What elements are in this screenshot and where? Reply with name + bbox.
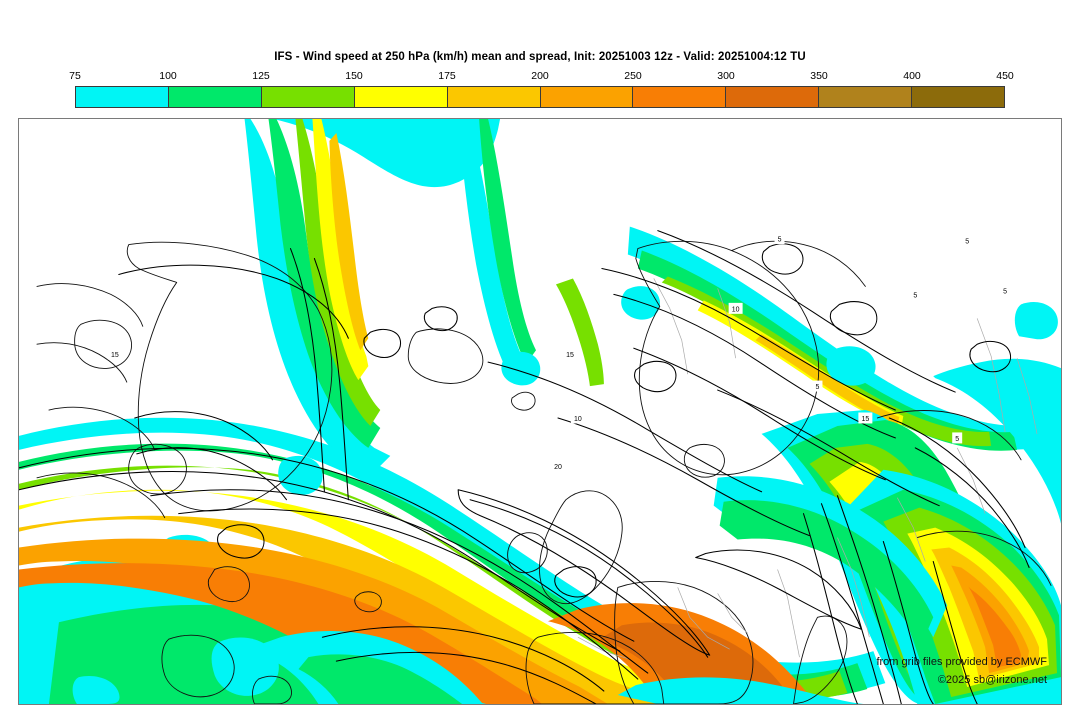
colorbar-segment-125-150 [261, 87, 355, 107]
colorbar-segment-175-200 [447, 87, 541, 107]
contour-label-15: 15 [566, 352, 574, 359]
spread-contours [19, 230, 1030, 704]
contour-label-5: 5 [778, 237, 782, 244]
fill-band-75 [458, 119, 529, 385]
colorbar-segment-100-125 [168, 87, 262, 107]
colorbar-tick-300: 300 [717, 70, 735, 82]
fill-band-75 [933, 358, 1061, 524]
windspeed-filled-contours [19, 119, 1061, 704]
map-frame[interactable]: 15 15 5 5 5 [18, 118, 1062, 705]
fill-band-100 [268, 119, 381, 448]
colorbar-segment-200-250 [540, 87, 634, 107]
contour-value-labels: 15 15 5 5 5 [107, 233, 1011, 472]
colorbar-segment-350-400 [819, 87, 913, 107]
coastlines [36, 240, 1052, 704]
weather-map-svg[interactable]: 15 15 5 5 5 [19, 119, 1061, 704]
colorbar-segment-250-300 [633, 87, 727, 107]
contour-label-5: 5 [955, 436, 959, 443]
colorbar-tick-175: 175 [438, 70, 456, 82]
fill-band-150 [19, 489, 734, 704]
colorbar-tick-400: 400 [903, 70, 921, 82]
fill-band-125 [661, 276, 992, 447]
colorbar-tick-125: 125 [252, 70, 270, 82]
contour-label-15: 15 [111, 352, 119, 359]
fill-band-250 [968, 586, 1022, 668]
fill-band-75 [273, 119, 501, 188]
fill-band-75 [501, 351, 541, 386]
fill-band-75 [617, 677, 864, 704]
fill-band-175 [755, 334, 900, 426]
colorbar-tick-labels: 75 100 125 150 175 200 250 300 350 400 450 [69, 70, 1014, 86]
fill-band-100 [637, 250, 1018, 451]
colorbar-tick-250: 250 [624, 70, 642, 82]
colorbar-tick-150: 150 [345, 70, 363, 82]
chart-title: IFS - Wind speed at 250 hPa (km/h) mean … [274, 51, 806, 63]
fill-band-75 [627, 226, 1038, 450]
colorbar-segment-150-175 [354, 87, 448, 107]
fill-band-75 [72, 675, 120, 704]
contour-label-5: 5 [1003, 288, 1007, 295]
colorbar-tick-75: 75 [69, 70, 81, 82]
fill-band-100 [719, 500, 934, 646]
colorbar-segment-400-450 [912, 87, 1005, 107]
contour-label-10: 10 [732, 306, 740, 313]
country-borders [577, 278, 1038, 660]
fill-band-75 [621, 286, 661, 320]
fill-band-75 [19, 417, 886, 696]
colorbar-tick-350: 350 [810, 70, 828, 82]
fill-band-75 [1014, 302, 1058, 340]
colorbar-gradient [75, 86, 1005, 108]
contour-label-15: 15 [861, 416, 869, 423]
fill-band-125 [295, 119, 381, 426]
colorbar-tick-450: 450 [996, 70, 1014, 82]
fill-band-125 [555, 278, 604, 387]
contour-label-10: 10 [574, 416, 582, 423]
colorbar-segment-300-350 [726, 87, 820, 107]
colorbar-segment-75-100 [76, 87, 169, 107]
fill-band-175 [329, 132, 369, 351]
contour-label-5: 5 [965, 239, 969, 246]
contour-label-20: 20 [554, 464, 562, 471]
fill-band-75 [826, 346, 876, 386]
colorbar-tick-100: 100 [159, 70, 177, 82]
fill-band-100 [479, 119, 537, 365]
colorbar: 75 100 125 150 175 200 250 300 350 400 450 [69, 70, 1014, 110]
contour-label-5: 5 [816, 384, 820, 391]
contour-label-5: 5 [913, 292, 917, 299]
fill-band-100 [298, 654, 463, 704]
colorbar-tick-200: 200 [531, 70, 549, 82]
